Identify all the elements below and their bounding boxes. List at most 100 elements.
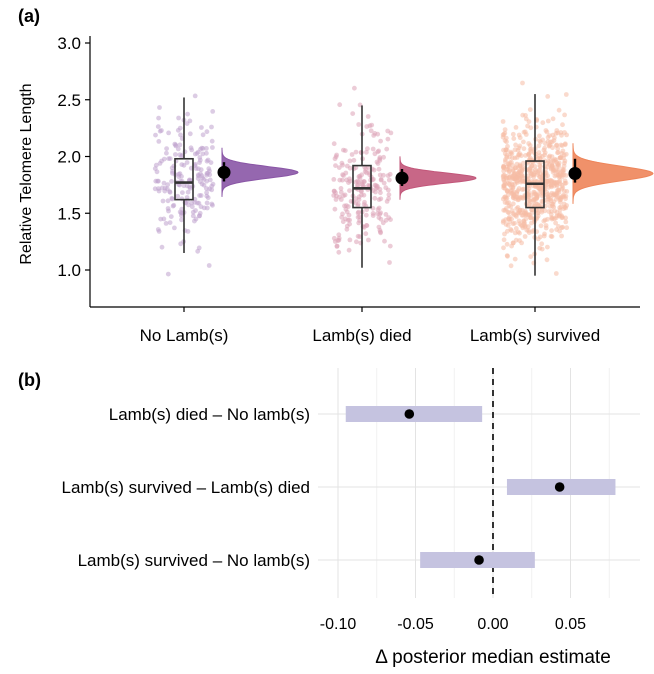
- panel-a-data-point: [501, 245, 506, 251]
- panel-a-data-point: [165, 182, 171, 188]
- panel-a-data-point: [184, 160, 190, 165]
- panel-a-data-point: [542, 145, 547, 151]
- panel-a-data-point: [345, 217, 351, 223]
- panel-a-data-point: [511, 136, 517, 142]
- panel-a-data-point: [204, 186, 209, 191]
- panel-a-data-point: [552, 135, 557, 141]
- panel-a-data-point: [387, 171, 393, 177]
- panel-a-data-point: [543, 170, 549, 176]
- panel-a-data-point: [549, 228, 554, 234]
- panel-a-data-point: [376, 224, 382, 230]
- panel-a-data-point: [156, 229, 162, 234]
- panel-a-data-point: [166, 130, 172, 136]
- panel-a-data-point: [544, 160, 550, 166]
- panel-a-data-point: [503, 135, 509, 141]
- panel-b-points: [404, 409, 565, 565]
- panel-a-data-point: [181, 162, 187, 168]
- panel-a-data-point: [195, 248, 201, 254]
- panel-a-data-point: [153, 132, 158, 138]
- panel-a-data-point: [510, 201, 516, 207]
- panel-a-data-point: [207, 177, 213, 183]
- panel-a-data-point: [562, 142, 568, 148]
- panel-a-data-point: [522, 234, 528, 239]
- panel-a-data-point: [518, 222, 524, 228]
- panel-a-data-point: [510, 185, 516, 191]
- panel-a-data-point: [173, 142, 179, 148]
- panel-a-data-point: [502, 231, 507, 237]
- panel-a-data-point: [526, 141, 532, 146]
- panel-a-data-point: [340, 177, 345, 183]
- panel-a-data-point: [511, 173, 517, 179]
- panel-a-data-point: [376, 166, 382, 172]
- panel-a: (a) Relative Telomere Length 1.0 1.5 2.0 2.…: [18, 6, 654, 345]
- panel-a-data-point: [175, 193, 181, 199]
- panel-a-data-point: [509, 243, 514, 249]
- panel-a-data-point: [350, 111, 356, 116]
- panel-a-data-point: [185, 111, 191, 117]
- panel-a-data-point: [521, 139, 526, 145]
- panel-a-data-point: [346, 180, 351, 186]
- panel-a-data-point: [368, 128, 374, 134]
- panel-a-data-point: [167, 189, 173, 194]
- panel-a-data-point: [175, 146, 181, 152]
- panel-a-data-point: [375, 161, 381, 166]
- panel-a-violins: [221, 143, 654, 204]
- panel-a-data-point: [550, 116, 556, 122]
- panel-a-data-point: [504, 188, 510, 193]
- panel-a-mean-point: [395, 171, 409, 185]
- panel-a-x-tick-label: Lamb(s) survived: [470, 326, 600, 345]
- panel-a-data-point: [564, 189, 570, 194]
- panel-a-data-point: [526, 119, 532, 124]
- panel-a-data-point: [333, 154, 339, 160]
- panel-a-data-point: [331, 177, 337, 182]
- panel-a-data-point: [522, 208, 528, 214]
- panel-a-data-point: [161, 216, 167, 222]
- panel-a-data-point: [332, 206, 338, 212]
- panel-a-data-point: [523, 113, 528, 118]
- panel-a-data-point: [517, 135, 523, 141]
- panel-a-y-tick-label: 1.5: [57, 204, 81, 223]
- panel-a-data-point: [513, 125, 519, 130]
- panel-a-data-point: [361, 202, 367, 208]
- panel-a-data-point: [366, 237, 371, 243]
- panel-a-data-point: [523, 216, 529, 222]
- panel-a-data-point: [552, 157, 558, 162]
- panel-a-data-point: [545, 118, 551, 124]
- panel-a-data-point: [197, 213, 202, 219]
- panel-a-data-point: [157, 161, 163, 166]
- panel-a-mean-point: [568, 167, 582, 181]
- panel-a-data-point: [204, 178, 210, 184]
- panel-a-data-point: [527, 198, 532, 204]
- panel-a-data-point: [344, 223, 350, 229]
- panel-a-data-point: [548, 158, 554, 164]
- panel-a-ylabel: Relative Telomere Length: [18, 83, 35, 264]
- panel-a-data-point: [500, 220, 506, 225]
- panel-a-data-point: [553, 220, 558, 226]
- panel-a-data-point: [544, 192, 550, 197]
- panel-a-data-point: [545, 134, 551, 140]
- panel-a-data-point: [561, 152, 567, 158]
- panel-a-violin: [399, 156, 477, 200]
- panel-a-data-point: [529, 207, 535, 213]
- panel-a-data-point: [165, 198, 171, 204]
- panel-b-x-tick-label: 0.00: [477, 616, 508, 633]
- panel-a-data-point: [376, 197, 382, 203]
- panel-a-data-point: [547, 177, 553, 183]
- panel-a-data-point: [161, 180, 167, 186]
- panel-a-data-point: [156, 115, 162, 121]
- panel-a-data-point: [354, 239, 359, 245]
- panel-a-data-point: [189, 200, 195, 206]
- panel-a-mean-point: [217, 165, 231, 179]
- panel-b-x-tick-label: 0.05: [555, 616, 586, 633]
- panel-a-data-point: [378, 230, 383, 236]
- panel-a-data-point: [172, 225, 177, 231]
- panel-a-data-point: [364, 223, 369, 228]
- panel-b-x-tick-label: -0.05: [397, 616, 434, 633]
- panel-a-data-point: [347, 165, 353, 171]
- panel-a-data-point: [378, 177, 384, 183]
- panel-a-data-point: [176, 115, 182, 121]
- panel-a-data-point: [167, 220, 173, 226]
- panel-b-estimate-point: [554, 482, 565, 492]
- panel-a-data-point: [563, 92, 569, 97]
- panel-a-data-point: [504, 241, 510, 247]
